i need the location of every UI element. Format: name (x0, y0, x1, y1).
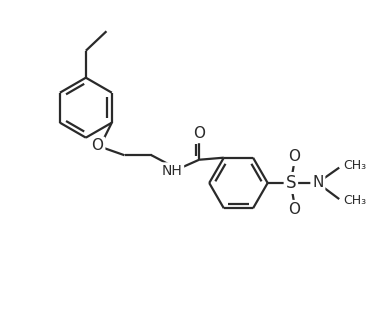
Text: O: O (91, 138, 103, 153)
Text: CH₃: CH₃ (343, 194, 366, 207)
Text: O: O (288, 149, 300, 164)
Text: N: N (312, 176, 324, 191)
Text: O: O (288, 202, 300, 217)
Text: NH: NH (162, 164, 182, 178)
Text: CH₃: CH₃ (343, 159, 366, 172)
Text: S: S (286, 174, 296, 192)
Text: O: O (193, 126, 205, 141)
